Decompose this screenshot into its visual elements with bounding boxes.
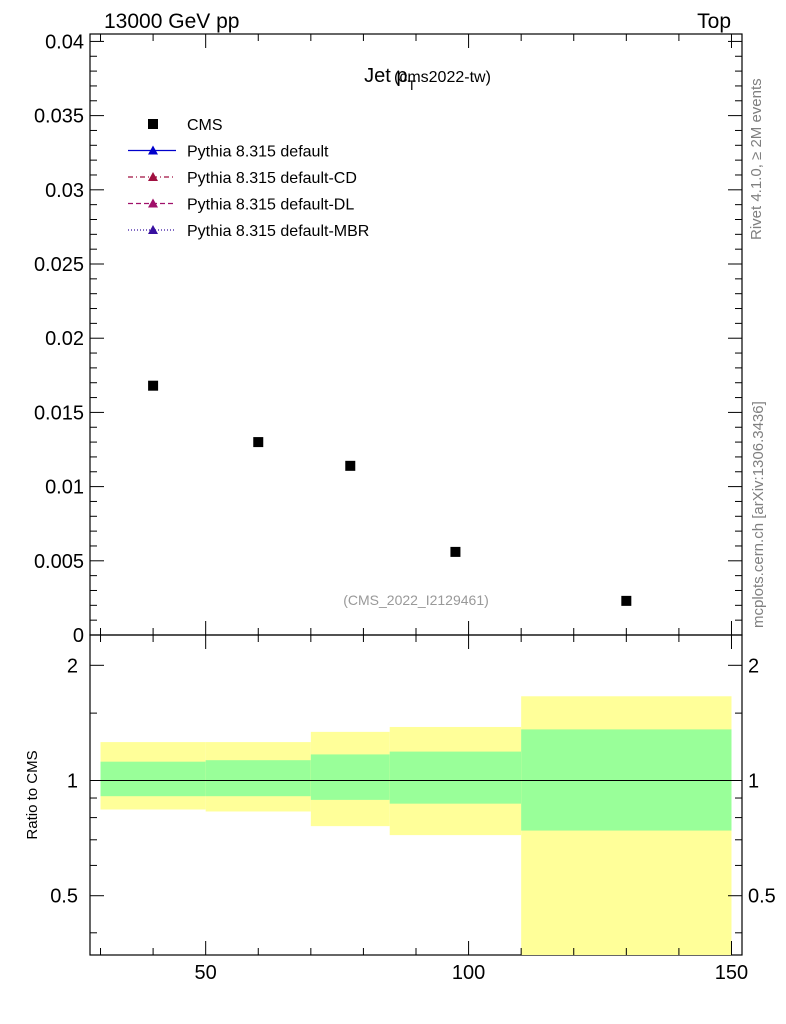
legend-item: Pythia 8.315 default-CD [128, 170, 357, 187]
ratio-y-tick-label-right: 0.5 [748, 886, 776, 908]
chart-title-main: Jet p [364, 65, 407, 87]
legend-label: CMS [187, 117, 223, 134]
analysis-label: (CMS_2022_I2129461) [343, 592, 489, 608]
ratio-x-tick-label: 100 [452, 962, 485, 984]
ratio-y-tick-label-left: 0.5 [50, 886, 78, 908]
data-point [345, 460, 356, 471]
main-y-tick-label: 0.015 [34, 402, 84, 424]
main-y-tick-label: 0.025 [34, 254, 84, 276]
legend-marker-triangle [148, 172, 158, 181]
legend-label: Pythia 8.315 default-MBR [187, 223, 369, 240]
main-y-tick-label: 0.04 [45, 31, 84, 53]
main-y-ticks: 0 0.005 0.01 0.015 0.02 0.025 0.03 0.035 0.04 [34, 31, 742, 647]
ratio-y-tick-label-left: 1 [67, 771, 78, 793]
legend-marker-triangle [148, 198, 158, 208]
legend-item: Pythia 8.315 default-DL [128, 197, 354, 214]
stat-uncertainty-band-2 [205, 760, 311, 797]
stat-uncertainty-band-3 [310, 754, 390, 800]
ratio-y-tick-label-left: 2 [67, 655, 78, 677]
chart-title-note: (cms2022-tw) [394, 69, 491, 86]
legend-item: Pythia 8.315 default-MBR [128, 223, 369, 240]
main-y-tick-label: 0 [73, 625, 84, 647]
ratio-y-tick-label-right: 1 [748, 771, 759, 793]
ratio-uncertainty-bands [100, 696, 732, 955]
legend-label: Pythia 8.315 default-DL [187, 197, 354, 214]
ratio-x-tick-label: 50 [195, 962, 217, 984]
ratio-y-tick-label-right: 2 [748, 655, 759, 677]
main-y-tick-label: 0.03 [45, 180, 84, 202]
legend: CMS Pythia 8.315 default Pythia 8.315 defa… [128, 117, 369, 240]
chart-title-subscript: T [407, 77, 416, 93]
ratio-y-ticks: 0.5 0.5 1 1 2 2 [50, 655, 776, 934]
legend-item: Pythia 8.315 default [128, 144, 329, 161]
legend-marker-triangle [148, 145, 158, 155]
mcplots-label: mcplots.cern.ch [arXiv:1306.3436] [750, 401, 767, 628]
main-y-tick-label: 0.035 [34, 106, 84, 128]
stat-uncertainty-band-1 [100, 761, 206, 797]
data-point [621, 595, 632, 606]
main-y-tick-label: 0.01 [45, 477, 84, 499]
legend-label: Pythia 8.315 default-CD [187, 170, 357, 187]
legend-item: CMS [148, 117, 223, 134]
legend-label: Pythia 8.315 default [187, 144, 329, 161]
legend-marker-square [148, 119, 158, 129]
main-y-tick-label: 0.02 [45, 328, 84, 350]
main-y-tick-label: 0.005 [34, 551, 84, 573]
main-x-ticks [100, 34, 732, 635]
data-point [450, 546, 461, 557]
chart-title: Jet pT [364, 65, 416, 93]
stat-uncertainty-band-5 [521, 729, 732, 831]
header-right: Top [697, 10, 731, 33]
header-left: 13000 GeV pp [104, 10, 239, 33]
ratio-x-tick-label: 150 [715, 962, 748, 984]
stat-uncertainty-band-4 [389, 751, 522, 804]
ratio-y-axis-label: Ratio to CMS [24, 750, 41, 839]
legend-marker-triangle [148, 225, 158, 234]
ratio-x-ticks: 50 100 150 [100, 635, 748, 984]
data-point [253, 437, 264, 448]
data-point [148, 380, 159, 391]
cms-data-points [148, 380, 632, 606]
rivet-label: Rivet 4.1.0, ≥ 2M events [748, 78, 765, 240]
